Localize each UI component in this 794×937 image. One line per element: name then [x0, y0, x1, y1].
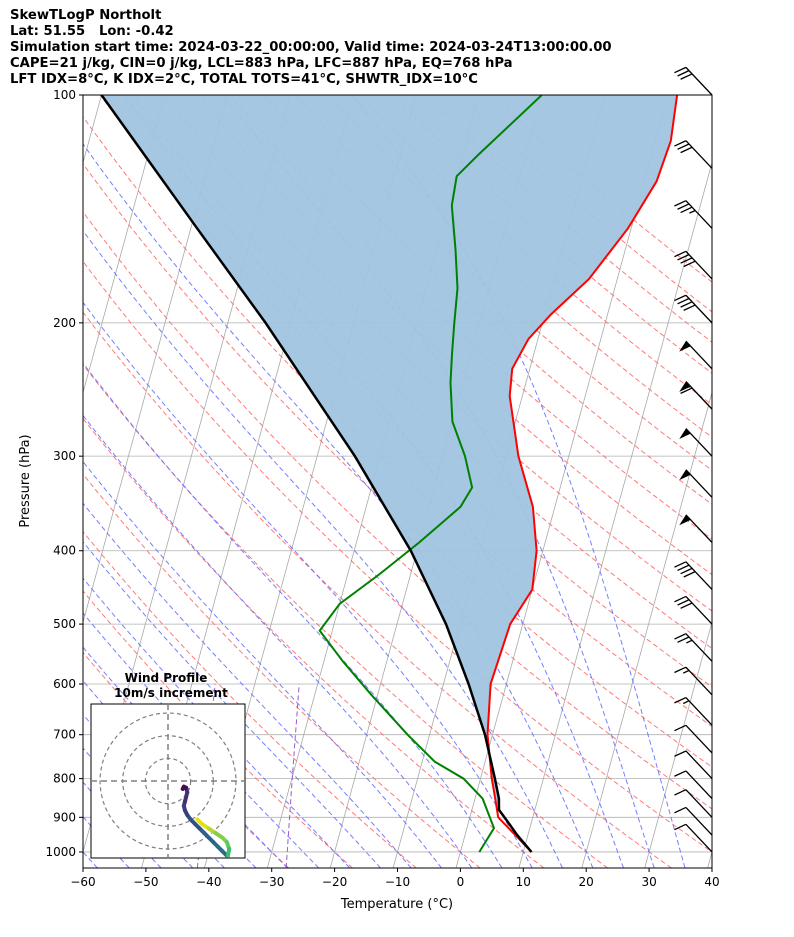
y-tick-label: 700 — [53, 728, 76, 742]
x-tick-label: −60 — [70, 875, 95, 889]
y-axis-label: Pressure (hPa) — [18, 434, 33, 527]
wind-barb — [674, 789, 713, 818]
wind-barb — [674, 140, 713, 169]
isotherm-line — [455, 95, 669, 868]
isotherm-line — [518, 161, 712, 868]
x-tick-label: 40 — [704, 875, 719, 889]
wind-barb — [674, 561, 713, 590]
moist-adiabat — [83, 460, 442, 868]
moist-adiabat — [83, 577, 351, 868]
wind-barb — [674, 823, 713, 853]
dry-adiabat — [230, 95, 712, 540]
y-tick-label: 200 — [53, 316, 76, 330]
dry-adiabat — [262, 95, 712, 505]
hodograph-trace — [226, 846, 232, 858]
moist-adiabat — [83, 229, 563, 868]
x-tick-label: −10 — [385, 875, 410, 889]
wind-barb — [674, 696, 713, 726]
dry-adiabat — [83, 590, 353, 868]
y-tick-label: 500 — [53, 617, 76, 631]
dry-adiabat — [295, 95, 712, 471]
wind-barb — [674, 633, 713, 662]
inset-title-line2: 10m/s increment — [114, 686, 228, 700]
dry-adiabat — [83, 473, 481, 868]
moist-adiabat — [351, 95, 686, 868]
wind-barb — [674, 294, 713, 324]
x-tick-label: 0 — [457, 875, 465, 889]
mixing-ratio-line — [285, 683, 300, 868]
wind-barb — [674, 595, 713, 625]
y-tick-label: 800 — [53, 772, 76, 786]
wind-barb — [679, 514, 713, 543]
x-tick-label: −40 — [196, 875, 221, 889]
wind-barb — [674, 666, 713, 696]
moist-adiabat — [83, 541, 381, 868]
x-tick-label: −50 — [133, 875, 158, 889]
temperature-line — [486, 95, 679, 853]
wind-barb — [674, 250, 713, 280]
x-axis-label: Temperature (°C) — [340, 897, 453, 912]
dry-adiabat — [83, 162, 712, 768]
hodograph-trace — [180, 784, 186, 791]
parcel-line — [100, 95, 533, 853]
wind-barb — [679, 340, 713, 370]
dry-adiabat — [83, 417, 545, 868]
wind-barb — [674, 750, 713, 780]
chart-title: SkewTLogP Northolt — [10, 8, 162, 23]
x-tick-label: 10 — [516, 875, 531, 889]
inset-title-line1: Wind Profile — [125, 671, 208, 685]
location-line: Lat: 51.55 Lon: -0.42 — [10, 24, 174, 39]
y-tick-label: 600 — [53, 677, 76, 691]
dry-adiabat — [83, 651, 290, 868]
wind-barb — [674, 806, 713, 836]
isotherm-line — [83, 95, 165, 394]
wind-barb — [679, 469, 713, 498]
y-tick-label: 100 — [53, 88, 76, 102]
y-tick-label: 900 — [53, 810, 76, 824]
dry-adiabat — [83, 363, 608, 868]
wind-barb — [674, 200, 713, 229]
isotherm-line — [707, 850, 712, 868]
wind-barb — [674, 66, 713, 96]
isotherm-line — [644, 620, 712, 868]
wind-barb — [679, 428, 713, 457]
y-tick-label: 300 — [53, 449, 76, 463]
x-tick-label: −30 — [259, 875, 284, 889]
y-tick-label: 1000 — [45, 845, 76, 859]
chart-header: SkewTLogP Northolt Lat: 51.55 Lon: -0.42… — [10, 8, 612, 88]
dry-adiabat — [83, 311, 672, 868]
moist-adiabat — [83, 362, 503, 868]
dry-adiabat — [83, 530, 417, 868]
cape-shading — [101, 95, 678, 810]
moist-adiabat — [83, 612, 320, 868]
moist-adiabat — [83, 143, 594, 868]
y-tick-label: 400 — [53, 544, 76, 558]
x-tick-label: 20 — [579, 875, 594, 889]
wind-barb — [679, 381, 713, 410]
time-line: Simulation start time: 2024-03-22_00:00:… — [10, 40, 612, 55]
cape-line: CAPE=21 j/kg, CIN=0 j/kg, LCL=883 hPa, L… — [10, 56, 513, 71]
isotherm-line — [581, 390, 712, 868]
isotherm-line — [83, 95, 102, 165]
index-line: LFT IDX=8°C, K IDX=2°C, TOTAL TOTS=41°C,… — [10, 72, 478, 87]
wind-barb — [674, 724, 713, 754]
x-tick-label: −20 — [322, 875, 347, 889]
dewpoint-line — [318, 95, 543, 853]
x-tick-label: 30 — [641, 875, 656, 889]
dry-adiabat — [83, 211, 712, 810]
wind-barb — [674, 770, 713, 799]
moist-adiabat — [83, 414, 473, 868]
isotherm-line — [83, 95, 228, 624]
